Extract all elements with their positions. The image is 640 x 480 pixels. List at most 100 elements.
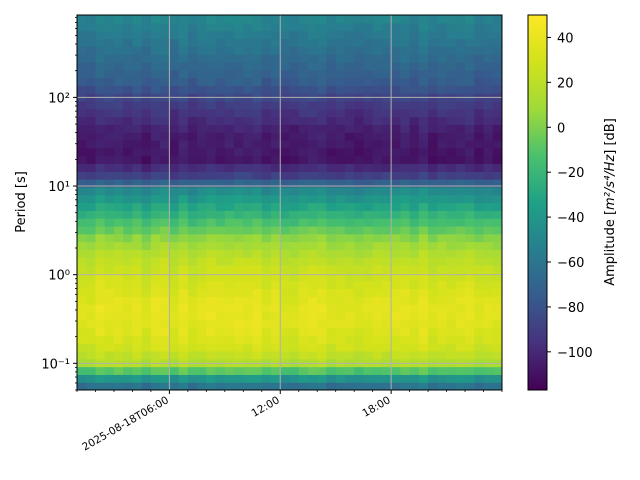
heatmap-cell — [280, 22, 291, 32]
heatmap-cell — [187, 304, 198, 313]
heatmap-cell — [455, 288, 466, 297]
heatmap-cell — [492, 22, 502, 32]
heatmap-cell — [428, 296, 438, 305]
heatmap-cell — [252, 108, 263, 118]
heatmap-cell — [252, 374, 263, 383]
heatmap-cell — [160, 15, 170, 24]
heatmap-cell — [104, 311, 115, 321]
heatmap-cell — [372, 272, 383, 282]
heatmap-cell — [178, 311, 189, 321]
heatmap-cell — [113, 288, 124, 297]
heatmap-cell — [344, 280, 355, 290]
heatmap-cell — [483, 335, 494, 344]
heatmap-cell — [437, 171, 448, 180]
heatmap-cell — [298, 69, 309, 79]
heatmap-cell — [474, 108, 485, 118]
heatmap-cell — [381, 171, 392, 180]
heatmap-cell — [150, 30, 161, 40]
heatmap-cell — [113, 280, 124, 290]
heatmap-cell — [492, 163, 502, 172]
heatmap-cell — [483, 100, 494, 110]
heatmap-cell — [141, 343, 152, 352]
heatmap-cell — [178, 69, 189, 79]
heatmap-cell — [150, 257, 161, 266]
heatmap-cell — [381, 319, 392, 329]
heatmap-cell — [206, 171, 217, 180]
heatmap-cell — [418, 116, 429, 125]
heatmap-cell — [77, 218, 87, 227]
colorbar — [527, 14, 548, 391]
heatmap-cell — [354, 108, 365, 118]
heatmap-cell — [150, 100, 161, 110]
heatmap-cell — [363, 30, 374, 40]
heatmap-cell — [169, 233, 180, 243]
heatmap-cell — [428, 366, 438, 375]
heatmap-cell — [123, 132, 134, 141]
heatmap-cell — [86, 311, 97, 321]
heatmap-cell — [354, 116, 365, 125]
heatmap-cell — [280, 194, 291, 204]
heatmap-cell — [492, 304, 502, 313]
heatmap-cell — [187, 38, 198, 47]
heatmap-cell — [95, 155, 106, 165]
heatmap-cell — [391, 186, 401, 196]
heatmap-cell — [252, 194, 263, 204]
heatmap-cell — [428, 343, 438, 352]
heatmap-cell — [344, 311, 355, 321]
heatmap-cell — [113, 311, 124, 321]
heatmap-cell — [169, 147, 180, 157]
heatmap-cell — [400, 311, 411, 321]
heatmap-cell — [418, 15, 429, 24]
heatmap-cell — [104, 69, 115, 79]
heatmap-cell — [243, 343, 254, 352]
heatmap-cell — [372, 186, 383, 196]
heatmap-cell — [492, 265, 502, 274]
heatmap-cell — [150, 366, 161, 375]
heatmap-cell — [197, 15, 207, 24]
heatmap-cell — [206, 108, 217, 118]
heatmap-cell — [252, 171, 263, 180]
heatmap-cell — [289, 194, 300, 204]
heatmap-cell — [317, 327, 328, 336]
heatmap-cell — [474, 311, 485, 321]
heatmap-cell — [178, 38, 189, 47]
heatmap-cell — [206, 319, 217, 329]
heatmap-cell — [243, 233, 254, 243]
heatmap-cell — [178, 54, 189, 63]
heatmap-cell — [123, 304, 134, 313]
heatmap-cell — [261, 382, 272, 390]
heatmap-cell — [95, 171, 106, 180]
heatmap-cell — [326, 304, 337, 313]
heatmap-cell — [271, 265, 281, 274]
heatmap-cell — [307, 225, 318, 235]
heatmap-cell — [492, 30, 502, 40]
heatmap-cell — [354, 272, 365, 282]
heatmap-cell — [483, 225, 494, 235]
heatmap-cell — [252, 311, 263, 321]
heatmap-cell — [317, 15, 328, 24]
heatmap-cell — [243, 335, 254, 344]
heatmap-cell — [95, 335, 106, 344]
heatmap-cell — [187, 265, 198, 274]
heatmap-cell — [86, 77, 97, 86]
heatmap-cell — [77, 304, 87, 313]
heatmap-cell — [224, 319, 235, 329]
heatmap-cell — [150, 46, 161, 55]
heatmap-cell — [465, 171, 475, 180]
heatmap-cell — [141, 350, 152, 360]
heatmap-cell — [372, 241, 383, 250]
heatmap-cell — [446, 374, 457, 383]
heatmap-cell — [474, 30, 485, 40]
heatmap-cell — [335, 296, 346, 305]
heatmap-cell — [344, 319, 355, 329]
heatmap-cell — [437, 382, 448, 390]
heatmap-cell — [160, 186, 170, 196]
heatmap-cell — [280, 280, 291, 290]
heatmap-cell — [215, 225, 226, 235]
heatmap-cell — [400, 304, 411, 313]
heatmap-cell — [252, 132, 263, 141]
heatmap-cell — [391, 296, 401, 305]
heatmap-cell — [381, 382, 392, 390]
